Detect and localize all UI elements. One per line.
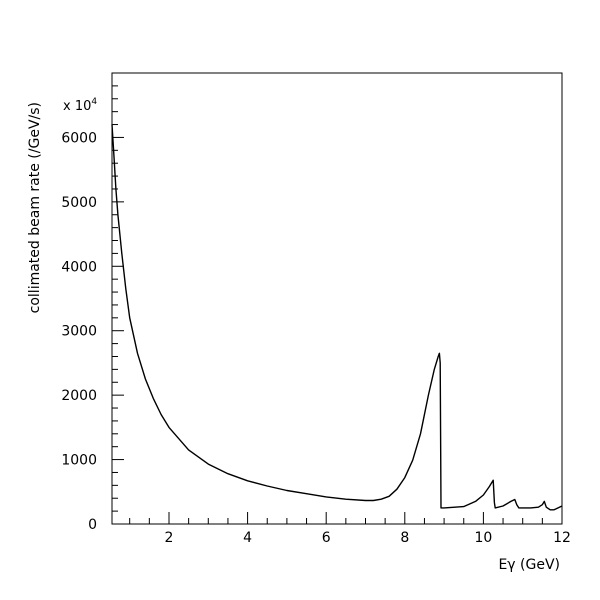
beam-rate-curve — [111, 124, 563, 511]
x-tick-label: 2 — [165, 530, 174, 546]
y-axis-ticks — [112, 72, 124, 525]
x-tick-label: 6 — [322, 530, 331, 546]
y-tick-label: 4000 — [61, 259, 97, 275]
y-tick-label: 3000 — [61, 324, 97, 340]
x-tick-label: 8 — [400, 530, 409, 546]
y-scale-exponent: 4 — [91, 97, 97, 107]
y-tick-label: 0 — [88, 517, 97, 533]
x-axis-label: Eγ (GeV) — [498, 557, 560, 573]
y-axis-label: collimated beam rate (/GeV/s) — [27, 102, 43, 313]
y-scale-label: x 104 — [63, 97, 97, 114]
x-tick-label: 12 — [553, 530, 571, 546]
y-tick-label: 5000 — [61, 195, 97, 211]
x-axis-ticks — [129, 512, 563, 524]
x-tick-label: 10 — [474, 530, 492, 546]
y-tick-label: 1000 — [61, 453, 97, 469]
y-scale-base: x 10 — [63, 99, 91, 114]
x-tick-label: 4 — [243, 530, 252, 546]
y-tick-label: 6000 — [61, 130, 97, 146]
y-axis-tick-labels: 0 1000 2000 3000 4000 5000 6000 — [61, 130, 97, 533]
y-tick-label: 2000 — [61, 388, 97, 404]
x-axis-tick-labels: 2 4 6 8 10 12 — [165, 530, 571, 546]
plot-frame — [111, 72, 563, 525]
